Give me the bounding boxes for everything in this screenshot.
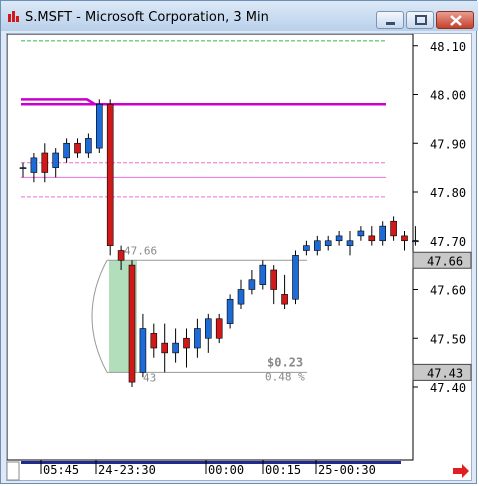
candle-body [379,225,387,242]
candle-body [194,328,201,349]
scroll-right-arrow-icon[interactable] [453,464,469,478]
y-tick-label: 47.90 [430,137,466,151]
candle-body [52,152,60,168]
range-change-label: $0.23 [267,355,303,369]
price-chart[interactable]: 48.10 48.00 47.90 47.80 47.70 47.60 47.50 47.40… [7,34,473,482]
chart-app-icon [8,11,19,22]
range-bracket [91,260,108,373]
minimize-button[interactable] [376,11,404,29]
candle-body [412,240,419,243]
price-tag-label: 47.66 [427,254,463,268]
time-scrollbar [21,461,401,464]
y-tick-label: 48.00 [430,89,466,103]
candle-body [172,342,179,354]
maximize-icon [415,15,427,25]
y-tick-label: 48.10 [430,40,466,54]
minimize-icon [386,22,395,25]
candle-body [226,298,234,324]
candle-body [390,220,397,237]
y-tick-label: 47.60 [430,284,466,298]
candle-body [292,255,299,300]
candle-body [161,342,168,354]
candle-body [30,157,38,173]
x-tick-label: 00:00 [208,463,244,477]
candle-body [237,289,245,305]
candle-body [259,264,267,285]
x-tick-label: 24-23:30 [98,463,156,477]
range-low-label: 43 [143,371,156,384]
candle-body [205,318,212,339]
candle-body [139,328,147,373]
candle-body [63,142,70,159]
close-icon [450,15,462,26]
candle-body [324,240,332,246]
candle-body [313,240,321,251]
candle-body [346,240,354,246]
y-tick-label: 47.40 [430,381,466,395]
candle-body [85,138,92,154]
candle-body [96,103,103,149]
time-scroll-left-box [7,461,20,481]
candle-body [248,279,256,290]
plot-area [7,34,414,461]
price-tag-label: 47.43 [427,366,463,380]
candle-body [303,245,310,251]
candle-body [335,235,343,242]
candle-body [150,333,158,349]
candle-body [106,103,114,246]
y-tick-label: 47.70 [430,235,466,249]
candle-body [357,230,365,237]
price-tag-box [412,251,472,269]
close-button[interactable] [436,11,474,29]
candle-body [41,152,49,173]
candle-body [183,337,190,349]
candle-body [270,269,278,290]
level-line-step [21,98,96,106]
candle-body [117,250,125,261]
chart-area[interactable]: 48.10 48.00 47.90 47.80 47.70 47.60 47.50 47.40… [6,33,472,481]
title-bar[interactable]: S.MSFT - Microsoft Corporation, 3 Min [1,1,478,31]
candle-body [128,264,136,383]
candle-body [401,235,408,242]
candle-body [19,167,27,169]
x-tick-label: 25-00:30 [318,463,376,477]
range-high-label: 47.66 [124,244,157,257]
price-tag-box [412,363,472,381]
candle-body [368,235,376,242]
window-title: S.MSFT - Microsoft Corporation, 3 Min [25,10,269,25]
range-change-pct-label: 0.48 % [265,370,305,383]
y-tick-label: 47.50 [430,332,466,346]
x-tick-label: 05:45 [43,463,79,477]
candle-body [74,142,81,154]
y-tick-label: 47.80 [430,186,466,200]
candle-body [215,318,223,339]
maximize-button[interactable] [406,11,434,29]
x-tick-label: 00:15 [265,463,301,477]
candle-body [281,294,288,305]
